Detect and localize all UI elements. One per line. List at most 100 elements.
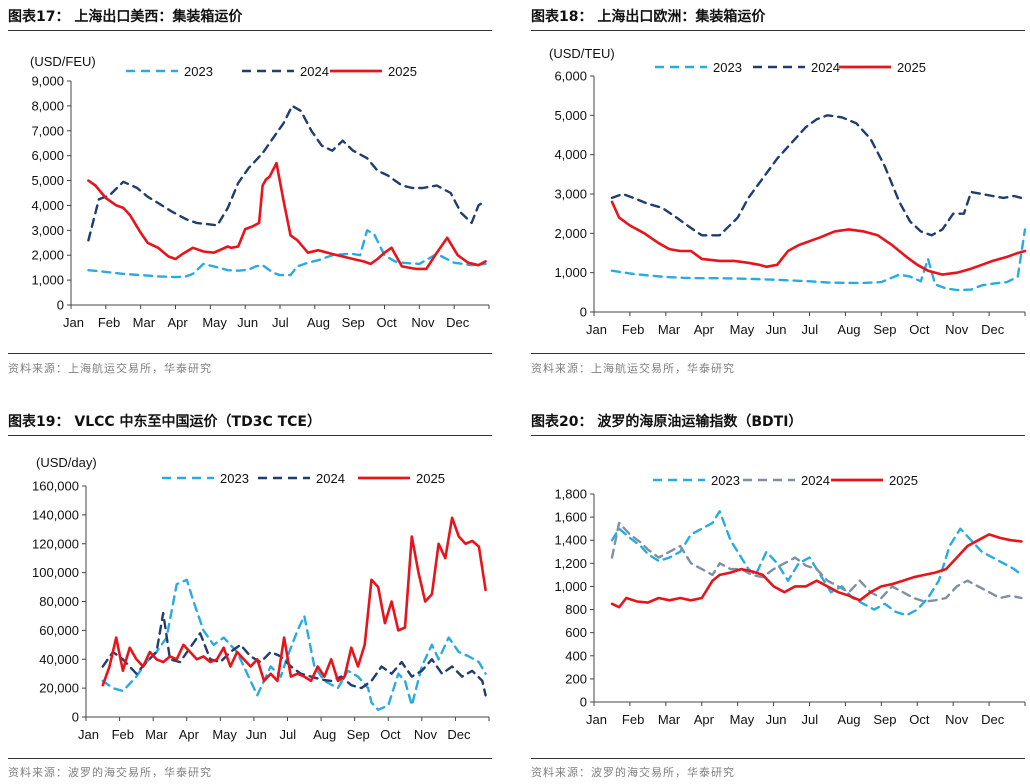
title-rule <box>531 435 1025 436</box>
y-tick-label: 1,600 <box>554 510 587 525</box>
source-note: 资料来源：上海航运交易所，华泰研究 <box>8 362 212 375</box>
x-tick-label: Aug <box>307 315 330 330</box>
x-tick-label: Jan <box>78 727 99 742</box>
x-tick-label: Oct <box>909 322 930 337</box>
title-rule <box>8 435 492 436</box>
series-line-2024 <box>101 611 487 697</box>
x-tick-label: Mar <box>658 712 681 727</box>
legend-label-2024: 2024 <box>300 64 329 79</box>
y-tick-label: 7,000 <box>31 123 64 138</box>
series-line-2023 <box>610 510 1023 617</box>
y-tick-label: 2,000 <box>31 248 64 263</box>
x-tick-label: Jul <box>280 727 297 742</box>
legend-label-2023: 2023 <box>713 60 742 75</box>
x-tick-label: Jun <box>237 315 258 330</box>
series-line-2025 <box>87 161 487 271</box>
y-tick-label: 60,000 <box>39 623 79 638</box>
x-tick-label: Jul <box>272 315 289 330</box>
series-line-2024 <box>87 104 487 242</box>
y-tick-label: 5,000 <box>554 108 587 123</box>
y-tick-label: 9,000 <box>31 74 64 89</box>
x-tick-label: Jun <box>246 727 267 742</box>
source-rule <box>531 758 1025 759</box>
x-tick-label: Dec <box>446 315 470 330</box>
series-line-2024 <box>610 521 1023 603</box>
series-line-2023 <box>87 229 487 279</box>
x-tick-label: Apr <box>694 322 715 337</box>
y-unit-label: (USD/FEU) <box>30 54 96 69</box>
legend-label-2025: 2025 <box>889 473 918 488</box>
x-tick-label: Feb <box>622 322 644 337</box>
y-tick-label: 200 <box>565 671 587 686</box>
legend-label-2023: 2023 <box>184 64 213 79</box>
legend-label-2025: 2025 <box>897 60 926 75</box>
source-note: 资料来源：波罗的海交易所，华泰研究 <box>8 766 212 779</box>
x-tick-label: Apr <box>168 315 189 330</box>
panel-fig19: 图表19： VLCC 中东至中国运价（TD3C TCE） (USD/day) 0 2… <box>8 402 492 784</box>
x-tick-label: Apr <box>694 712 715 727</box>
y-tick-label: 160,000 <box>32 479 79 494</box>
x-tick-label: Mar <box>658 322 681 337</box>
x-tick-label: Aug <box>837 322 860 337</box>
x-tick-label: Mar <box>133 315 156 330</box>
y-unit-label: (USD/TEU) <box>549 46 615 61</box>
x-tick-label: May <box>730 712 755 727</box>
series-line-2025 <box>101 516 487 687</box>
x-tick-label: Dec <box>447 727 471 742</box>
y-tick-label: 3,000 <box>31 223 64 238</box>
panel-title: 图表19： VLCC 中东至中国运价（TD3C TCE） <box>8 414 321 430</box>
x-tick-label: Oct <box>377 315 398 330</box>
y-tick-label: 8,000 <box>31 98 64 113</box>
y-tick-label: 0 <box>580 305 587 320</box>
y-tick-label: 80,000 <box>39 594 79 609</box>
x-tick-label: Jun <box>766 712 787 727</box>
y-tick-label: 2,000 <box>554 226 587 241</box>
panel-title: 图表20： 波罗的海原油运输指数（BDTI） <box>531 414 803 430</box>
title-rule <box>8 30 492 31</box>
x-tick-label: May <box>730 322 755 337</box>
y-tick-label: 5,000 <box>31 173 64 188</box>
legend-label-2024: 2024 <box>801 473 830 488</box>
y-tick-label: 3,000 <box>554 187 587 202</box>
source-rule <box>531 353 1025 354</box>
y-tick-label: 1,800 <box>554 487 587 502</box>
x-tick-label: Dec <box>981 712 1005 727</box>
title-rule <box>531 30 1025 31</box>
x-tick-label: Mar <box>145 727 168 742</box>
x-tick-label: Aug <box>313 727 336 742</box>
legend-label-2023: 2023 <box>220 471 249 486</box>
series-line-2025 <box>610 533 1023 609</box>
legend-label-2024: 2024 <box>316 471 345 486</box>
source-note: 资料来源：上海航运交易所，华泰研究 <box>531 362 735 375</box>
x-tick-label: Sep <box>347 727 370 742</box>
y-tick-label: 0 <box>72 710 79 725</box>
panel-title: 图表17： 上海出口美西：集装箱运价 <box>8 9 243 25</box>
series-line-2023 <box>610 228 1027 292</box>
legend-label-2025: 2025 <box>388 64 417 79</box>
x-tick-label: Sep <box>342 315 365 330</box>
y-tick-label: 0 <box>57 298 64 313</box>
x-tick-label: Feb <box>622 712 644 727</box>
x-tick-label: Nov <box>414 727 438 742</box>
y-tick-label: 1,000 <box>31 273 64 288</box>
y-tick-label: 400 <box>565 648 587 663</box>
source-rule <box>8 758 492 759</box>
legend-label-2023: 2023 <box>711 473 740 488</box>
x-tick-label: Sep <box>873 712 896 727</box>
y-tick-label: 20,000 <box>39 681 79 696</box>
panel-fig20: 图表20： 波罗的海原油运输指数（BDTI） 0 200 400 600 800 1,00… <box>531 402 1026 784</box>
x-tick-label: Jan <box>63 315 84 330</box>
x-tick-label: Nov <box>411 315 435 330</box>
panel-title: 图表18： 上海出口欧洲：集装箱运价 <box>531 9 766 25</box>
y-tick-label: 100,000 <box>32 565 79 580</box>
x-tick-label: Jun <box>766 322 787 337</box>
x-tick-label: Apr <box>179 727 200 742</box>
y-tick-label: 140,000 <box>32 507 79 522</box>
y-tick-label: 1,200 <box>554 556 587 571</box>
y-tick-label: 1,000 <box>554 265 587 280</box>
legend-label-2025: 2025 <box>416 471 445 486</box>
x-tick-label: Feb <box>98 315 120 330</box>
source-rule <box>8 353 492 354</box>
series-line-2025 <box>610 200 1027 276</box>
y-unit-label: (USD/day) <box>36 455 97 470</box>
